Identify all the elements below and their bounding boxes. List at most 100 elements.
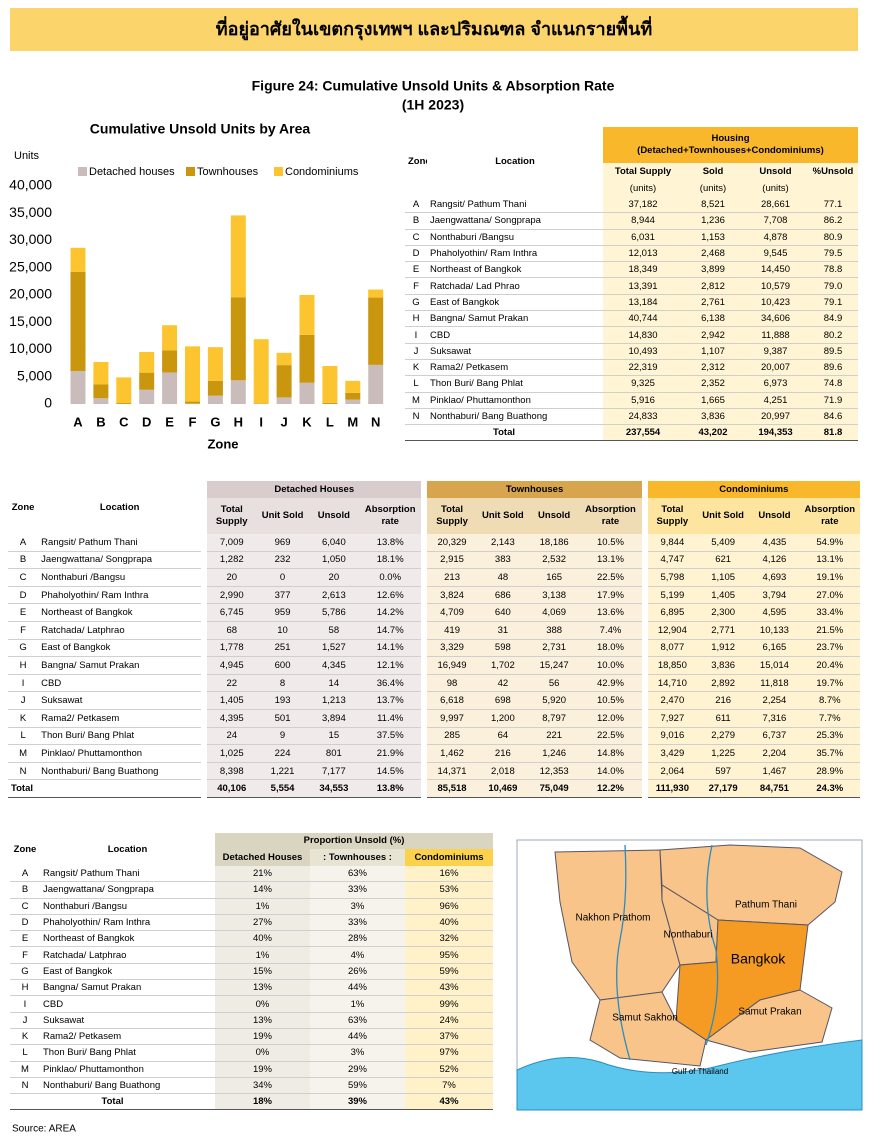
table-cell: 2,352 [683, 375, 743, 393]
bar-segment [93, 398, 109, 404]
table-cell: 95% [405, 946, 494, 964]
table-cell: 78.8 [808, 261, 858, 279]
table-row: I CBD 22 8 14 36.4% 98 42 56 42.9% 14,710 2,892 11,8… [8, 674, 860, 693]
table-cell: 193 [256, 691, 309, 710]
table-cell: Thon Buri/ Bang Phlat [40, 1044, 215, 1062]
legend-swatch [78, 167, 87, 176]
table-cell: 9,844 [641, 534, 697, 552]
table-cell: 6,165 [749, 639, 800, 658]
table-cell: 22.5% [579, 568, 645, 587]
table-cell: M [10, 1061, 40, 1078]
table-cell: H [405, 310, 427, 328]
table-cell: Jaengwattana/ Songprapa [38, 551, 205, 570]
bar-segment [299, 294, 315, 335]
table-cell: 3,836 [683, 408, 743, 426]
table-row: A Rangsit/ Pathum Thani 7,009 969 6,040 13.8%… [8, 534, 860, 552]
table-cell: 14,450 [743, 261, 808, 279]
table-cell: 3% [310, 898, 405, 915]
x-tick-label: M [347, 414, 358, 429]
bar-segment [139, 372, 155, 390]
bar-segment [276, 352, 292, 366]
table-cell: 64 [476, 727, 529, 746]
table-row: L Thon Buri/ Bang Phlat 24 9 15 37.5% 285 64 221… [8, 727, 860, 746]
table-cell: 80.9 [808, 229, 858, 246]
bar-segment [207, 380, 223, 396]
table-cell: J [10, 1012, 40, 1029]
bar-segment [139, 351, 155, 373]
table-cell: 24 [201, 727, 257, 746]
table-cell: Jaengwattana/ Songprapa [40, 881, 215, 899]
legend-swatch [274, 167, 283, 176]
table-cell: 4,069 [529, 603, 580, 622]
table-row: N Nonthaburi/ Bang Buathong 24,833 3,836 20,… [405, 408, 858, 426]
table-cell: 1,467 [749, 762, 800, 781]
table-cell: 1% [310, 995, 405, 1013]
table-cell: 84.6 [808, 408, 858, 426]
table-cell: 35.7% [799, 744, 860, 763]
table-cell: 2,942 [683, 326, 743, 344]
table-row: J Suksawat 13% 63% 24% [10, 1012, 494, 1029]
figure-title: Figure 24: Cumulative Unsold Units & Abs… [252, 78, 615, 94]
table-cell: 3,899 [683, 261, 743, 279]
x-tick-label: E [165, 414, 174, 429]
proportion-table: Zone Location Proportion Unsold (%) Detac… [10, 833, 494, 1111]
table-cell: 13,391 [603, 277, 683, 295]
housing-table: Zone Location Housing(Detached+Townhouses… [405, 127, 858, 442]
table-cell: 13,184 [603, 294, 683, 312]
table-cell: 598 [476, 639, 529, 658]
header-text: Housing [711, 133, 750, 144]
table-cell: 9,387 [743, 343, 808, 360]
table-cell: 9,545 [743, 245, 808, 263]
table-cell: East of Bangkok [38, 639, 205, 658]
table-cell: 1,246 [529, 744, 580, 763]
table-cell: Phaholyothin/ Ram Inthra [40, 914, 215, 932]
table-cell: 13% [215, 1012, 310, 1029]
table-row: F Ratchada/ Latphrao 68 10 58 14.7% 419 31 388 7.… [8, 621, 860, 640]
legend-swatch [186, 167, 195, 176]
table-cell: 44% [310, 979, 405, 997]
table-cell: 5,554 [256, 779, 309, 798]
table-cell: 1% [215, 946, 310, 964]
header-cell: Detached Houses [215, 849, 310, 866]
table-cell: C [10, 898, 40, 915]
total-row: Total 237,554 43,202 194,353 81.8 [405, 424, 858, 442]
header-cell: Townhouses [421, 481, 645, 498]
table-cell: 24% [405, 1012, 494, 1029]
table-row: C Nonthaburi /Bangsu 1% 3% 96% [10, 898, 494, 915]
header-cell: (units) [683, 180, 743, 197]
table-row: K Rama2/ Petkasem 19% 44% 37% [10, 1028, 494, 1046]
header-cell: Location [495, 156, 535, 167]
table-cell: 419 [421, 621, 477, 640]
table-cell: 14,710 [641, 674, 697, 693]
table-cell: 216 [697, 691, 750, 710]
bar-segment [185, 346, 200, 402]
table-cell: 1,153 [683, 229, 743, 246]
table-cell: Thon Buri/ Bang Phlat [38, 727, 205, 746]
header-cell: Detached Houses [201, 481, 425, 498]
header-cell: Total Supply [603, 163, 683, 180]
table-cell: CBD [38, 674, 205, 693]
table-cell: 10,579 [743, 277, 808, 295]
bar-segment [207, 395, 223, 404]
table-cell: 13.8% [358, 779, 425, 798]
header-cell: Location [99, 501, 140, 513]
table-cell: 1,282 [201, 551, 257, 570]
table-row: G East of Bangkok 1,778 251 1,527 14.1% 3,329 5… [8, 639, 860, 658]
table-cell: E [8, 603, 39, 622]
table-cell: 1,405 [697, 586, 750, 605]
table-cell: 1,527 [308, 639, 359, 658]
table-row: I CBD 14,830 2,942 11,888 80.2 [405, 326, 858, 344]
table-cell: F [8, 621, 39, 640]
table-cell: Suksawat [38, 691, 205, 710]
table-cell: 8,521 [683, 197, 743, 214]
table-row: B Jaengwattana/ Songprapa 1,282 232 1,050 18.… [8, 551, 860, 570]
bar-segment [322, 365, 338, 403]
table-cell: F [405, 277, 427, 295]
table-cell: Rama2/ Petkasem [38, 709, 205, 728]
table-cell: East of Bangkok [40, 963, 215, 981]
y-tick-label: 30,000 [9, 231, 52, 247]
table-row: G East of Bangkok 13,184 2,761 10,423 79.1 [405, 294, 858, 312]
table-row: J Suksawat 10,493 1,107 9,387 89.5 [405, 343, 858, 360]
table-cell: 40% [215, 930, 310, 948]
